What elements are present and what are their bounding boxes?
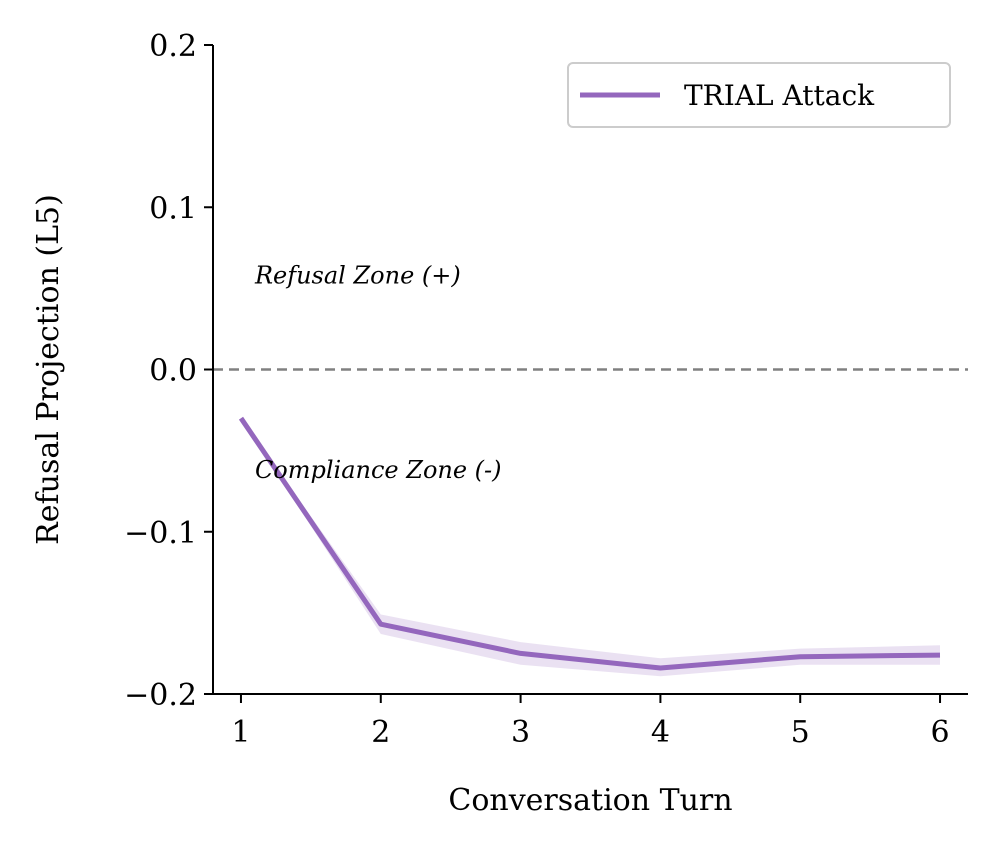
y-tick-label: 0.0	[149, 354, 197, 389]
x-ticks: 1 2 3 4 5 6	[231, 694, 950, 750]
series-confidence-band	[241, 418, 940, 677]
y-tick-label: −0.1	[124, 516, 197, 551]
annotation-compliance-zone: Compliance Zone (-)	[255, 456, 502, 484]
y-tick-label: 0.1	[149, 191, 197, 226]
x-tick-label: 6	[930, 715, 949, 750]
x-tick-label: 4	[651, 715, 670, 750]
y-tick-label: −0.2	[124, 678, 197, 713]
y-axis-label: Refusal Projection (L5)	[31, 194, 66, 545]
x-axis-label: Conversation Turn	[448, 783, 732, 818]
y-ticks: 0.2 0.1 0.0 −0.1 −0.2	[124, 29, 213, 713]
annotation-refusal-zone: Refusal Zone (+)	[254, 261, 461, 289]
x-tick-label: 1	[231, 715, 250, 750]
x-tick-label: 2	[371, 715, 390, 750]
x-tick-label: 5	[791, 715, 810, 750]
plot-area	[213, 368, 968, 677]
x-tick-label: 3	[511, 715, 530, 750]
legend: TRIAL Attack	[567, 62, 951, 128]
legend-box	[567, 62, 951, 128]
series-line-trial-attack	[238, 416, 941, 671]
legend-label: TRIAL Attack	[684, 79, 875, 112]
y-tick-label: 0.2	[149, 29, 197, 64]
